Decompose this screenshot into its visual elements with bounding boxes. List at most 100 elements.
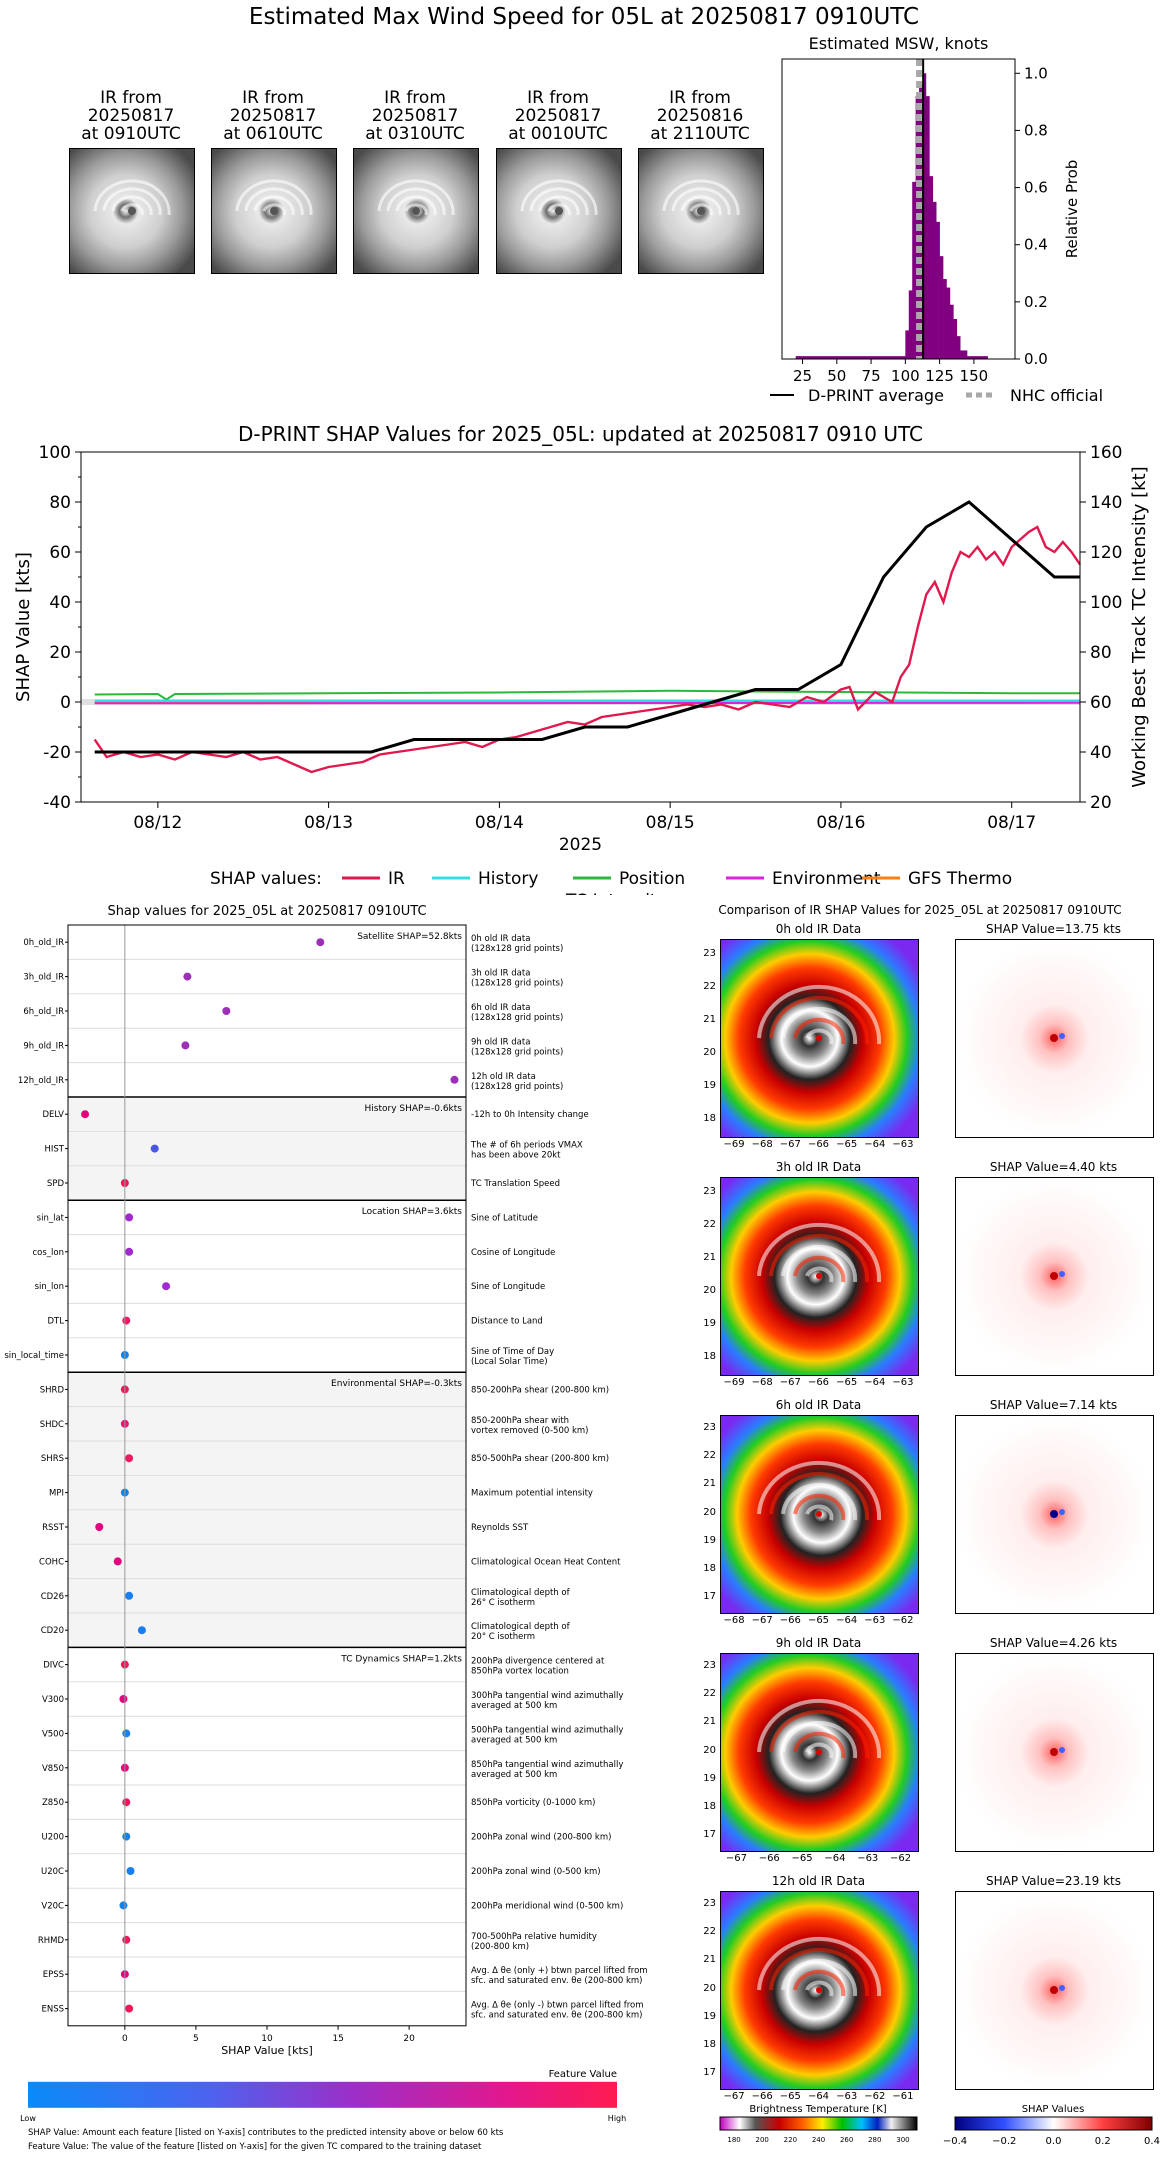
shap-negative-spot <box>1059 1509 1065 1515</box>
shap-image-svg <box>956 940 1153 1137</box>
spiral-band <box>805 1504 834 1521</box>
ir-y-tick-label: 21 <box>703 1252 716 1264</box>
feature-name: DTL <box>48 1317 65 1327</box>
feature-description: Distance to Land <box>471 1317 543 1327</box>
ir-x-tick-label: −68 <box>723 1615 745 1626</box>
legend-title: SHAP values: <box>210 869 322 889</box>
ir-x-tick-label: −66 <box>807 1377 830 1388</box>
ir-x-tick-label: −69 <box>723 1377 745 1388</box>
feature-name: DELV <box>42 1110 64 1120</box>
feature-shap-dot <box>126 1867 135 1875</box>
ir-x-tick-label: −66 <box>807 1139 830 1150</box>
histogram-bar <box>922 73 927 360</box>
ir-y-tick-label: 21 <box>703 1716 716 1728</box>
feature-name: DIVC <box>43 1661 64 1671</box>
colorbar-high-label: High <box>608 2114 626 2123</box>
shap-negative-spot <box>1059 1747 1065 1753</box>
spiral-band <box>680 195 722 216</box>
shap-center <box>1050 1748 1058 1756</box>
group-label: Location SHAP=3.6kts <box>362 1207 463 1217</box>
feature-description: vortex removed (0-500 km) <box>471 1426 588 1436</box>
feature-description: sfc. and saturated env. θe (200-800 km) <box>471 1976 643 1986</box>
x-tick-label: 08/15 <box>646 813 695 833</box>
spiral-band <box>793 1493 846 1521</box>
shap-negative-spot <box>1059 1271 1065 1277</box>
spiral-band <box>781 1244 858 1283</box>
storm-eye <box>697 207 705 215</box>
shap-negative-spot <box>1059 1985 1065 1991</box>
ir-y-tick-label: 21 <box>703 1954 716 1966</box>
spiral-band <box>529 187 589 216</box>
storm-center <box>816 1749 822 1755</box>
histogram-bar <box>919 84 923 359</box>
ir-y-tick-label: 19 <box>703 1772 716 1784</box>
feature-name: V20C <box>41 1901 64 1911</box>
histogram-bar <box>809 356 817 359</box>
ir-x-tick-label: −63 <box>892 1377 914 1388</box>
ir-image-svg <box>721 1654 918 1851</box>
legend-label: Environment <box>772 869 881 889</box>
ir-thumbnail-svg <box>354 149 478 273</box>
ir-thumbnail-svg <box>497 149 621 273</box>
histogram-bar <box>932 201 937 359</box>
feature-shap-dot <box>122 1729 131 1738</box>
histogram-bar <box>936 221 940 359</box>
y2-tick-label: 140 <box>1090 493 1122 513</box>
ir-y-tick-label: 18 <box>703 2038 716 2050</box>
ir-y-tick-label: 21 <box>703 1478 716 1490</box>
ir-x-tick-label: −64 <box>807 2091 830 2102</box>
ir-image-svg <box>721 1892 918 2089</box>
x-axis-label: SHAP Value [kts] <box>221 2044 313 2057</box>
ir-thumbnail-label: IR from 20250817 at 0910UTC <box>61 89 201 143</box>
shap-image-panel <box>955 1653 1154 1852</box>
ir-y-tick-label: 19 <box>703 1534 716 1546</box>
ir-thumbnail-label-line: 20250817 <box>229 106 317 126</box>
feature-description: averaged at 500 km <box>471 1701 557 1711</box>
feature-shap-chart: Shap values for 2025_05L at 20250817 091… <box>4 904 648 2152</box>
shap-colorbar-tick: −0.2 <box>992 2136 1016 2147</box>
histogram-bar <box>836 356 844 359</box>
footnote-shap: SHAP Value: Amount each feature [listed … <box>28 2128 504 2138</box>
group-label: Satellite SHAP=52.8kts <box>357 932 462 942</box>
spiral-band <box>805 1742 834 1759</box>
ir-y-tick-label: 21 <box>703 1014 716 1026</box>
histogram-bar <box>802 356 810 359</box>
feature-description: 500hPa tangential wind azimuthally <box>471 1725 623 1735</box>
spiral-band <box>805 1266 834 1283</box>
ir-x-tick-label: −69 <box>723 1139 745 1150</box>
spiral-band <box>793 1969 846 1997</box>
feature-description: The # of 6h periods VMAX <box>470 1141 583 1151</box>
feature-description: 26° C isotherm <box>471 1598 535 1608</box>
y-tick-label: 0.4 <box>1024 236 1048 254</box>
x-tick-label: 100 <box>891 367 920 385</box>
feature-shap-dot <box>183 972 192 981</box>
legend-label: IR <box>388 869 405 889</box>
feature-description: Sine of Longitude <box>471 1282 545 1292</box>
ir-image-svg <box>721 1178 918 1375</box>
ir-panel-title: 6h old IR Data <box>775 1398 862 1412</box>
legend-label: History <box>478 869 538 889</box>
feature-name: ENSS <box>41 2005 64 2015</box>
feature-description: Avg. Δ θe (only +) btwn parcel lifted fr… <box>471 1966 648 1976</box>
feature-name: SPD <box>47 1179 65 1189</box>
histogram-bar <box>960 350 968 359</box>
feature-name: RHMD <box>38 1936 65 1946</box>
feature-name: sin_local_time <box>4 1351 64 1361</box>
spiral-band <box>689 203 713 216</box>
feature-description: 850hPa vorticity (0-1000 km) <box>471 1798 595 1808</box>
histogram-bar <box>949 304 954 359</box>
ir-y-tick-label: 22 <box>703 1926 716 1938</box>
histogram-bar <box>871 356 879 359</box>
histogram-bar <box>929 176 934 359</box>
storm-center <box>816 1511 822 1517</box>
shap-image-panel <box>955 939 1154 1138</box>
ir-thumbnail-label-line: IR from <box>669 88 731 108</box>
ir-thumbnail-label-line: at 2110UTC <box>650 124 750 144</box>
group-label: Environmental SHAP=-0.3kts <box>331 1379 462 1389</box>
timeseries-title: D-PRINT SHAP Values for 2025_05L: update… <box>238 422 923 446</box>
feature-description: 200hPa divergence centered at <box>471 1657 605 1667</box>
feature-description: 200hPa zonal wind (0-500 km) <box>471 1867 601 1877</box>
bt-colorbar-title: Brightness Temperature [K] <box>749 2104 886 2115</box>
histogram-bar <box>939 256 944 359</box>
spiral-band <box>520 179 598 216</box>
